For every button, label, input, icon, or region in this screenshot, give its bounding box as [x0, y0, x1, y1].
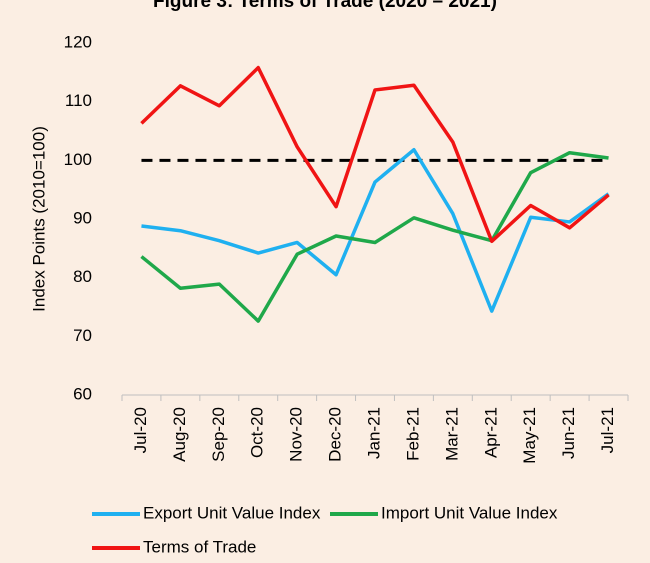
x-tick-label: Oct-20	[248, 407, 267, 458]
y-tick-label: 120	[64, 32, 92, 51]
legend-label: Terms of Trade	[143, 537, 256, 556]
x-tick-label: Aug-20	[170, 407, 189, 462]
x-tick-label: Mar-21	[442, 407, 461, 461]
legend-label: Import Unit Value Index	[381, 503, 558, 522]
y-tick-label: 60	[73, 384, 92, 403]
y-tick-label: 90	[73, 208, 92, 227]
y-axis-label: Index Points (2010=100)	[29, 126, 48, 312]
x-tick-label: Jul-20	[131, 407, 150, 453]
series-line	[140, 150, 609, 323]
x-tick-label: Dec-20	[326, 407, 345, 462]
y-tick-label: 110	[65, 91, 92, 110]
x-tick-label: Jun-21	[559, 407, 578, 459]
x-tick-label: Apr-21	[481, 407, 500, 458]
series-line	[140, 65, 610, 244]
y-tick-label: 70	[73, 326, 92, 345]
y-tick-label: 80	[73, 267, 92, 286]
chart-title: Figure 3: Terms of Trade (2020 – 2021)	[153, 0, 497, 12]
x-tick-label: Jan-21	[364, 407, 383, 459]
legend-label: Export Unit Value Index	[143, 503, 321, 522]
series-line	[141, 148, 610, 313]
x-tick-label: Nov-20	[287, 407, 306, 462]
x-tick-label: May-21	[520, 407, 539, 464]
y-tick-label: 100	[64, 150, 92, 169]
x-tick-label: Feb-21	[403, 407, 422, 461]
x-tick-label: Sep-20	[209, 407, 228, 462]
x-tick-label: Jul-21	[598, 407, 617, 453]
